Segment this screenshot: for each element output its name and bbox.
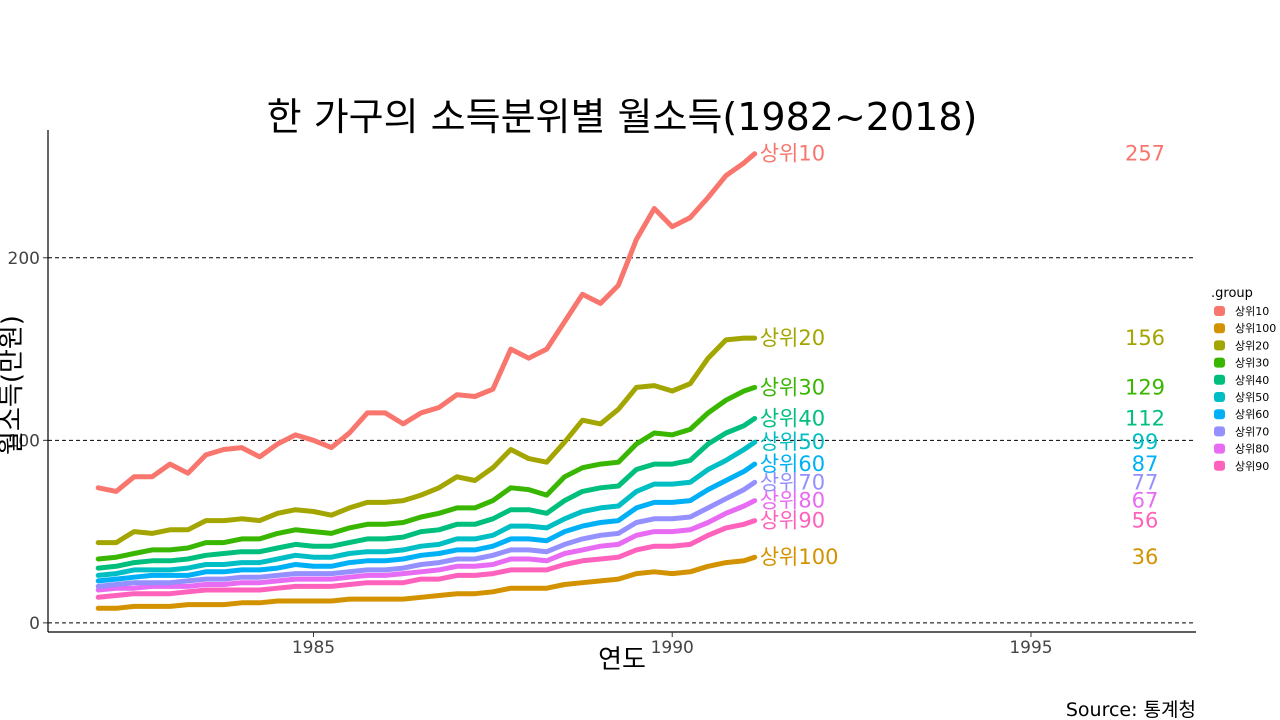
legend-swatch — [1214, 460, 1225, 471]
legend-swatch — [1214, 340, 1225, 351]
legend-item-label: 상위70 — [1235, 425, 1269, 438]
chart-title: 한 가구의 소득분위별 월소득(1982~2018) — [267, 95, 978, 139]
legend-swatch — [1214, 443, 1225, 454]
legend-swatch — [1214, 409, 1225, 420]
series-end-label: 상위40 — [760, 406, 825, 430]
legend-item-label: 상위10 — [1235, 305, 1269, 318]
legend-item-label: 상위60 — [1235, 408, 1269, 421]
legend-item-label: 상위80 — [1235, 443, 1269, 456]
series-end-label: 상위60 — [760, 452, 825, 476]
end-labels: 상위10 257 상위20 156 상위30 129 상위40 112 상위50 99 상위60 87… — [760, 142, 1165, 569]
y-tick-label: 100 — [8, 431, 40, 451]
series-line-상위100 — [95, 554, 758, 611]
legend-swatch — [1214, 426, 1225, 437]
series-line-상위40 — [95, 415, 758, 571]
series-line-상위50 — [95, 439, 758, 578]
legend-swatch — [1214, 306, 1225, 316]
x-tick-label: 1995 — [1009, 638, 1052, 658]
series-line-상위90 — [95, 518, 758, 600]
y-tick-label: 0 — [29, 614, 40, 634]
series-end-value: 56 — [1132, 509, 1159, 533]
series-end-label: 상위10 — [760, 142, 825, 166]
x-tick-label: 1990 — [651, 638, 694, 658]
series-end-value: 129 — [1125, 375, 1165, 399]
series-end-value: 156 — [1125, 326, 1165, 350]
series-end-value: 77 — [1132, 470, 1159, 494]
series-end-value: 67 — [1132, 489, 1159, 513]
series-line-상위20 — [95, 335, 758, 546]
legend-swatch — [1214, 323, 1225, 334]
series-end-label: 상위20 — [760, 326, 825, 350]
series-end-label: 상위70 — [760, 470, 825, 494]
x-axis-label: 연도 — [598, 645, 646, 675]
series-end-value: 257 — [1125, 142, 1165, 166]
legend-swatch — [1214, 357, 1225, 368]
legend: .group 상위10 상위100 상위20 상위30 상위40 상위50 상위60 상위70 상… — [1211, 286, 1276, 473]
series-line-상위70 — [95, 479, 758, 589]
series-end-value: 112 — [1125, 406, 1165, 430]
source-text: Source: 통계청 — [1066, 699, 1196, 720]
x-tick-label: 1985 — [292, 638, 335, 658]
series-end-value: 87 — [1132, 452, 1159, 476]
legend-swatch — [1214, 392, 1225, 402]
series-end-label: 상위80 — [760, 489, 825, 513]
tick-labels: 0 100 200 1985 1990 1995 — [8, 249, 1053, 658]
series-line-상위80 — [95, 498, 758, 593]
legend-item-label: 상위90 — [1235, 460, 1269, 473]
legend-title: .group — [1211, 286, 1253, 301]
series-end-label: 상위90 — [760, 509, 825, 533]
legend-swatch — [1214, 374, 1225, 385]
series-end-label: 상위30 — [760, 375, 825, 399]
legend-item-label: 상위50 — [1235, 391, 1269, 404]
series-end-value: 36 — [1132, 545, 1159, 569]
gridlines — [48, 257, 1196, 624]
series-end-label: 상위50 — [760, 430, 825, 454]
axes — [43, 130, 1196, 637]
legend-item-label: 상위100 — [1235, 322, 1276, 335]
series-line-상위10 — [95, 151, 758, 494]
series-end-value: 99 — [1132, 430, 1159, 454]
series-lines — [95, 151, 758, 611]
legend-item-label: 상위30 — [1235, 357, 1269, 370]
y-axis-label: 월소득(만원) — [0, 315, 27, 455]
y-tick-label: 200 — [8, 249, 40, 269]
series-end-label: 상위100 — [760, 545, 839, 569]
legend-item-label: 상위40 — [1235, 374, 1269, 387]
series-line-상위30 — [95, 384, 758, 562]
legend-item-label: 상위20 — [1235, 339, 1269, 352]
series-line-상위60 — [95, 461, 758, 584]
